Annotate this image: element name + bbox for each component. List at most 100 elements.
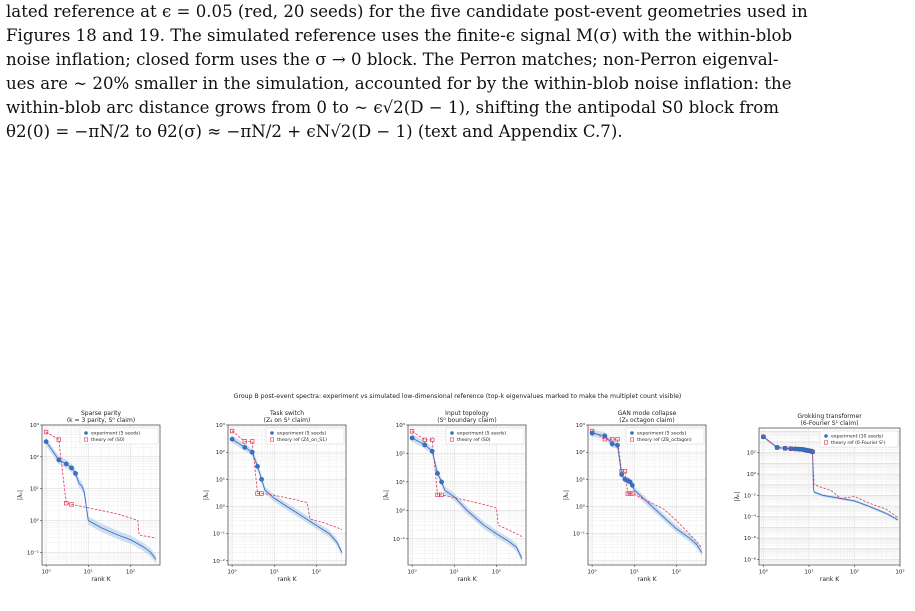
experiment-marker [249,449,255,455]
y-tick-label: 10¹ [396,479,405,486]
x-tick-label: 10² [312,569,321,576]
theory-marker [439,492,444,498]
y-axis-label: |λₖ| [17,490,24,500]
x-axis-label: rank K [820,576,840,583]
experiment-marker [435,470,440,476]
x-axis-label: rank K [637,576,657,583]
y-tick-label: 10⁻⁶ [744,535,757,542]
y-axis-label: |λₖ| [734,491,741,501]
legend-theory-marker [823,440,828,445]
y-tick-label: 10⁰ [747,471,757,478]
theory-marker [242,439,247,444]
experiment-marker [255,464,260,469]
theory-marker [64,501,69,506]
theory-marker [622,468,628,474]
y-tick-label: 10⁰ [30,517,40,524]
theory-marker [229,428,235,434]
x-tick-label: 10⁰ [41,569,51,576]
legend-box [819,430,899,448]
experiment-marker [73,471,78,476]
plot-subtitle: (S⁰ boundary claim) [437,417,496,424]
theory-marker [610,437,615,442]
theory-marker [56,437,61,442]
theory-marker [422,437,427,443]
plot-subtitle: (6-Fourier S¹ claim) [801,420,859,427]
y-axis-label: |λₖ| [563,490,570,500]
experiment-band [412,434,522,563]
x-tick-label: 10³ [895,569,904,576]
y-tick-label: 10⁻¹ [213,531,225,538]
experiment-marker [439,479,444,485]
plot-panel: 10⁰ 10¹ 10² 10⁻¹ 10⁰ 10¹ 10² 10³ Input topology(… [383,410,527,583]
y-tick-label: 10¹ [216,476,225,483]
plot-title: Grokking transformer [797,413,862,420]
experiment-marker [56,457,62,463]
y-tick-label: 10³ [30,422,39,429]
theory-marker [630,491,635,496]
experiment-marker [409,435,415,441]
caption-line: θ2(0) = −πN/2 to θ2(σ) ≈ −πN/2 + ϵN√2(D … [6,122,623,141]
y-tick-label: 10⁰ [396,507,406,514]
plot-panel: 10⁰ 10¹ 10² 10⁻¹ 10⁰ 10¹ 10² 10³ GAN mode collap… [563,410,707,583]
plot-panel: 10⁰ 10¹ 10² 10⁻² 10⁻¹ 10⁰ 10¹ 10² 10³ Task switch… [203,410,347,583]
experiment-marker [630,482,635,488]
theory-marker [409,429,415,434]
x-tick-label: 10² [672,569,681,576]
legend-theory-marker [269,437,274,442]
plot-subtitle: (Z₄ on S¹ claim) [264,417,311,424]
legend-theory-label: theory ref (S0) [457,437,491,443]
y-tick-label: 10³ [216,422,225,429]
experiment-marker [429,448,435,454]
experiment-marker [43,439,49,444]
y-tick-label: 10² [747,450,756,457]
y-tick-label: 10⁻² [744,492,756,499]
experiment-marker [788,446,794,452]
caption-line: noise inflation; closed form uses the σ … [6,50,779,69]
experiment-marker [810,449,815,455]
legend-experiment-marker [824,434,828,438]
experiment-marker [589,430,595,436]
y-axis-label: |λₖ| [383,490,390,500]
legend-theory-label: theory ref (6-Fourier S¹) [831,440,886,446]
plot-frame [407,424,527,566]
legend-box [265,427,345,445]
theory-marker [625,491,630,496]
experiment-marker [782,445,788,451]
caption-line: lated reference at ϵ = 0.05 (red, 20 see… [6,2,808,21]
legend-experiment-label: experiment (5 seeds) [277,431,326,437]
x-tick-label: 10² [850,569,859,576]
plot-frame [587,424,707,566]
x-tick-label: 10¹ [270,569,279,576]
legend-experiment-marker [84,431,88,435]
experiment-marker [619,472,624,477]
experiment-marker [602,433,608,439]
experiment-marker [242,445,248,450]
experiment-marker [63,461,69,467]
x-tick-label: 10² [492,569,501,576]
y-tick-label: 10⁻⁸ [744,556,757,563]
plot-panel: 10⁰ 10¹ 10² 10⁻¹ 10⁰ 10¹ 10² 10³ Sparse parity(k… [17,410,161,583]
theory-marker [615,437,620,442]
y-tick-label: 10³ [396,422,405,429]
x-tick-label: 10⁰ [587,569,597,576]
theory-marker [435,492,440,498]
legend-theory-marker [629,437,634,442]
legend-theory-label: theory ref (Z4_on_S1) [277,437,327,443]
figure-caption: lated reference at ϵ = 0.05 (red, 20 see… [6,0,909,144]
legend-box [445,427,525,445]
y-tick-label: 10⁰ [216,503,226,510]
legend-box [79,427,159,445]
plot-frame [227,424,347,566]
experiment-marker [761,434,766,440]
y-tick-label: 10¹ [576,476,585,483]
experiment-band [232,435,342,557]
theory-line [411,430,523,537]
x-tick-label: 10⁰ [227,569,237,576]
theory-marker [43,429,49,435]
x-axis-label: rank K [277,576,297,583]
theory-marker [69,502,74,507]
legend-experiment-label: experiment (5 seeds) [91,431,140,437]
theory-line [45,431,156,539]
legend-box [625,427,705,445]
